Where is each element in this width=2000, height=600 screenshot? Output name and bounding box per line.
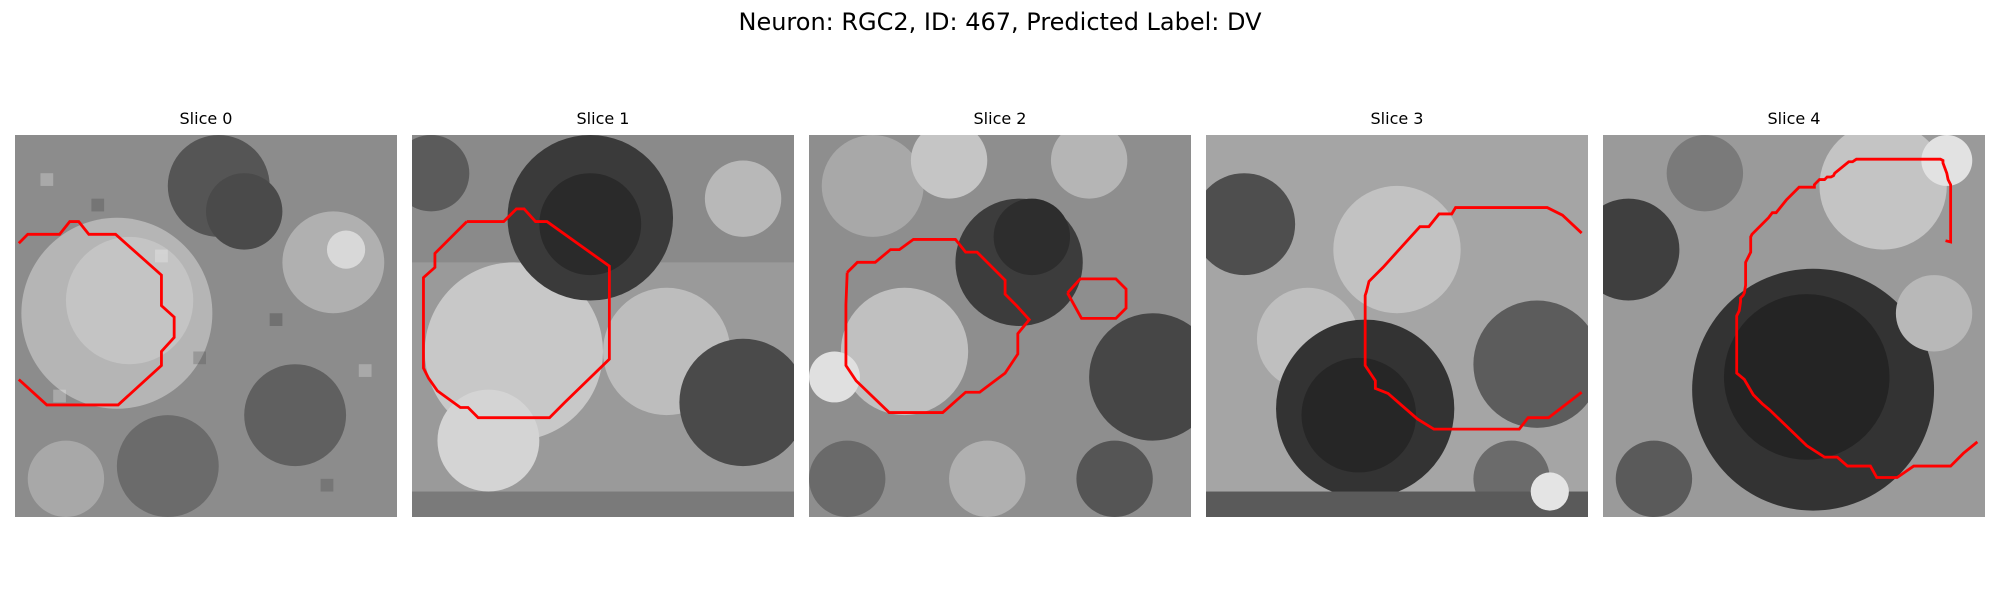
- cell-contour: [1363, 206, 1583, 431]
- slice-panel-1: Slice 1: [412, 108, 794, 517]
- slice-panel-3: Slice 3: [1206, 108, 1588, 517]
- slice-panel-0: Slice 0: [15, 108, 397, 517]
- microscopy-slice-image: [15, 135, 397, 517]
- microscopy-slice-image: [809, 135, 1191, 517]
- cell-contour: [422, 207, 611, 420]
- noise-texture: [40, 173, 372, 492]
- microscopy-slice-image: [1206, 135, 1588, 517]
- slice-title: Slice 1: [576, 109, 630, 128]
- microscopy-slice-image: [412, 135, 794, 517]
- slice-title: Slice 0: [179, 109, 233, 128]
- cell-contour: [1735, 157, 1979, 479]
- cell-contour: [844, 238, 1032, 414]
- slice-title: Slice 3: [1370, 109, 1424, 128]
- slice-panel-4: Slice 4: [1603, 108, 1985, 517]
- cell-contour: [17, 220, 176, 407]
- slice-panel-2: Slice 2: [809, 108, 1191, 517]
- cell-contour-small: [1066, 277, 1128, 320]
- microscopy-slice-image: [1603, 135, 1985, 517]
- slice-title: Slice 2: [973, 109, 1027, 128]
- figure-title: Neuron: RGC2, ID: 467, Predicted Label: …: [738, 8, 1262, 36]
- slice-title: Slice 4: [1767, 109, 1821, 128]
